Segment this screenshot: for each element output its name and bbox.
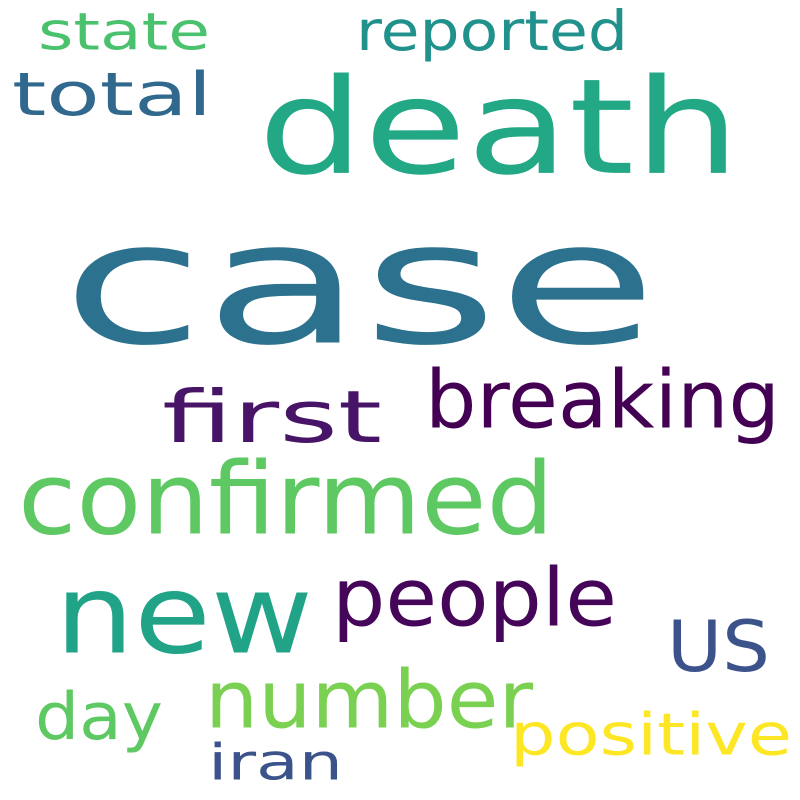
- word-day: day: [35, 680, 163, 755]
- word-new: new: [55, 550, 313, 680]
- word-state: state: [38, 1, 211, 62]
- word-us: US: [667, 606, 770, 688]
- word-death: death: [258, 51, 740, 205]
- word-iran: iran: [208, 733, 343, 793]
- word-first: first: [162, 376, 382, 460]
- word-people: people: [332, 551, 617, 645]
- word-case: case: [62, 185, 657, 384]
- word-confirmed: confirmed: [18, 441, 554, 558]
- word-total: total: [12, 59, 212, 129]
- word-number: number: [205, 653, 533, 747]
- word-breaking: breaking: [425, 353, 780, 447]
- word-positive: positive: [510, 700, 792, 769]
- word-reported: reported: [356, 0, 628, 64]
